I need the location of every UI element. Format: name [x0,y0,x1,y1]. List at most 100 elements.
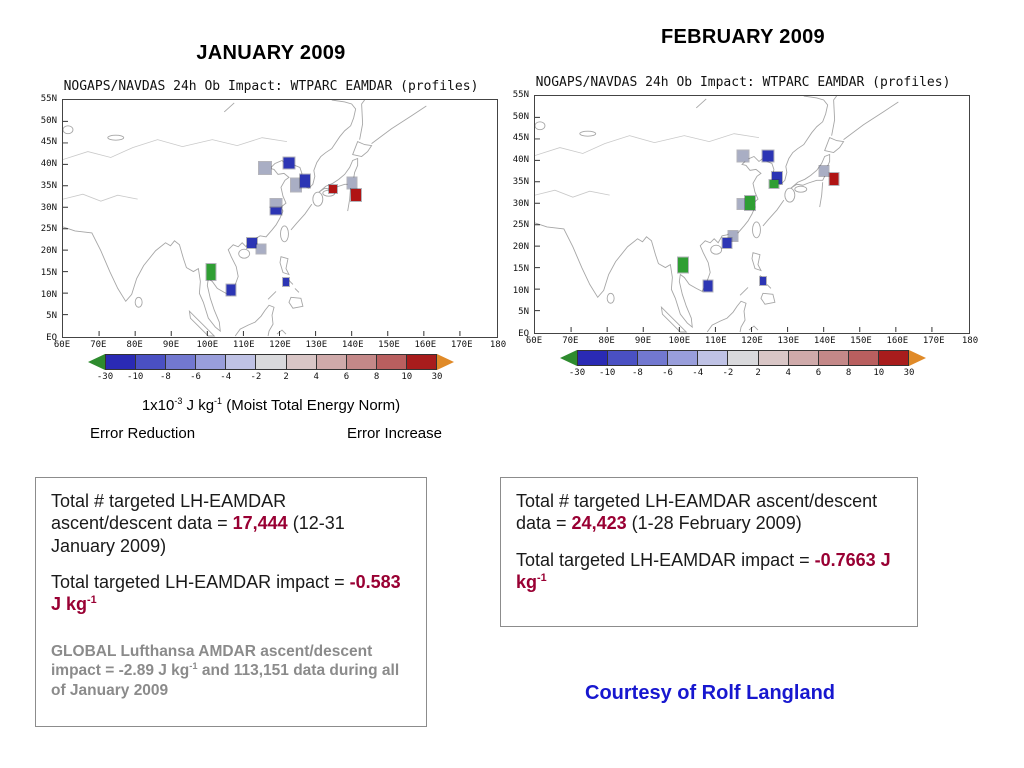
longitude-tick-label: 110E [704,336,727,346]
january-map-frame: 55N 50N 45N 40N 35N 30N 25N 20N 15N 10N 5N EQ 60E 70… [41,94,506,350]
colorbar-tick-label: 2 [755,368,761,378]
latitude-tick-label: 35N [512,176,529,187]
latitude-tick-label: 15N [512,263,529,274]
colorbar-tick-label: 10 [401,372,413,382]
february-map-frame: 55N 50N 45N 40N 35N 30N 25N 20N 15N 10N 5N EQ 60E 70… [513,90,978,346]
latitude-tick-label: 20N [512,242,529,253]
colorbar-tick-label: -4 [692,368,704,378]
longitude-tick-label: 140E [341,340,364,350]
latitude-tick-label: 25N [40,224,57,235]
latitude-tick-label: 50N [40,115,57,126]
longitude-tick-label: 60E [53,340,71,350]
latitude-axis: 55N 50N 45N 40N 35N 30N 25N 20N 15N 10N 5N EQ [507,90,532,339]
february-map-plot [534,95,970,334]
february-panel: FEBRUARY 2009 NOGAPS/NAVDAS 24h Ob Impac… [508,26,978,380]
ob-impact-marker [727,229,739,242]
colorbar-segment [405,355,437,369]
targeted-data-count: 17,444 [232,513,288,534]
units-text: 1x10 [141,397,175,414]
latitude-tick-label: 40N [512,155,529,166]
impact-superscript: -1 [537,571,547,584]
colorbar-tick-label: -6 [662,368,673,378]
longitude-tick-label: 180 [489,340,507,350]
colorbar-segment [697,351,728,365]
colorbar-tick-label: 10 [873,368,885,378]
ob-impact-marker [818,165,830,178]
longitude-tick-label: 130E [777,336,800,346]
colorbar-segment [285,355,316,369]
colorbar-body [105,354,437,370]
colorbar-tick-label: -8 [159,372,171,382]
colorbar-tick-label: -8 [631,368,643,378]
february-title: FEBRUARY 2009 [661,26,825,48]
ob-impact-marker [346,176,358,190]
latitude-tick-label: 5N [518,307,529,318]
colorbar-segment [578,351,608,365]
longitude-tick-label: 110E [232,340,255,350]
latitude-tick-label: 35N [40,180,57,191]
colorbar-segment [345,355,376,369]
colorbar-tick-row: -30 -10 -8 -6 -4 -2 2 4 6 8 10 30 [569,368,915,380]
stat-text: Total # targeted LH-EAMDAR ascent/descen… [516,491,878,534]
targeted-impact-line: Total targeted LH-EAMDAR impact = -0.583… [51,571,411,616]
colorbar-tick-label: 6 [343,372,350,382]
colorbar-segment [877,351,909,365]
ob-impact-marker [327,184,338,195]
longitude-tick-label: 160E [886,336,909,346]
units-text: J kg [182,397,215,414]
ob-impact-marker [828,172,840,187]
error-increase-label: Error Increase [346,425,442,442]
colorbar-segment [135,355,166,369]
map-title-january: NOGAPS/NAVDAS 24h Ob Impact: WTPARC EAMD… [63,79,479,94]
colorbar-tick-label: 6 [815,368,822,378]
colorbar-segment [165,355,196,369]
targeted-data-count-line: Total # targeted LH-EAMDAR ascent/descen… [516,490,902,535]
units-text: (Moist Total Energy Norm) [222,397,401,414]
colorbar-right-arrow [437,354,454,370]
latitude-tick-label: 5N [46,311,57,322]
ob-impact-marker [761,149,775,163]
global-impact-note: GLOBAL Lufthansa AMDAR ascent/descent im… [51,642,400,700]
colorbar-segment [817,351,848,365]
january-map-plot [62,99,498,338]
courtesy-note: Courtesy of Rolf Langland [585,682,835,704]
longitude-tick-label: 120E [269,340,291,350]
ob-impact-marker [758,276,767,287]
stat-text: Total targeted LH-EAMDAR impact = [51,571,350,592]
units-superscript: -1 [214,396,223,406]
colorbar-tick-label: -2 [722,368,734,378]
latitude-tick-label: 15N [40,267,57,278]
ob-impact-marker [299,173,312,189]
longitude-tick-label: 160E [414,340,437,350]
latitude-tick-label: 45N [40,137,57,148]
latitude-tick-label: 10N [40,289,57,300]
latitude-axis: 55N 50N 45N 40N 35N 30N 25N 20N 15N 10N 5N EQ [35,94,60,343]
longitude-tick-label: 170E [450,340,473,350]
longitude-tick-label: 70E [90,340,107,350]
january-panel: JANUARY 2009 NOGAPS/NAVDAS 24h Ob Impact… [36,42,506,442]
ob-impact-marker [736,198,748,211]
latitude-tick-label: 25N [512,220,529,231]
ob-impact-marker [269,206,283,216]
colorbar-segment [106,355,136,369]
colorbar-tick-label: 4 [313,372,319,382]
ob-impact-marker [702,279,714,293]
colorbar-segment [757,351,788,365]
longitude-axis: 60E 70E 80E 90E 100E 110E 120E 130E 140E 150E 160E… [526,334,978,348]
colorbar-segment [195,355,226,369]
coastline-map [535,96,933,333]
stat-text: (12-31 January 2009) [51,513,345,556]
longitude-tick-label: 130E [305,340,328,350]
january-title: JANUARY 2009 [196,42,346,64]
longitude-tick-label: 80E [598,336,615,346]
longitude-tick-label: 170E [922,336,945,346]
stat-text: Total # targeted LH-EAMDAR ascent/descen… [51,491,287,534]
latitude-tick-label: EQ [46,333,57,343]
colorbar-tick-label: 8 [845,368,852,378]
colorbar-tick-label: 2 [283,372,289,382]
ob-impact-marker [269,198,283,209]
colorbar-tick-row: -30 -10 -8 -6 -4 -2 2 4 6 8 10 30 [97,372,443,384]
latitude-tick-label: 10N [512,285,529,296]
longitude-tick-label: 140E [813,336,836,346]
